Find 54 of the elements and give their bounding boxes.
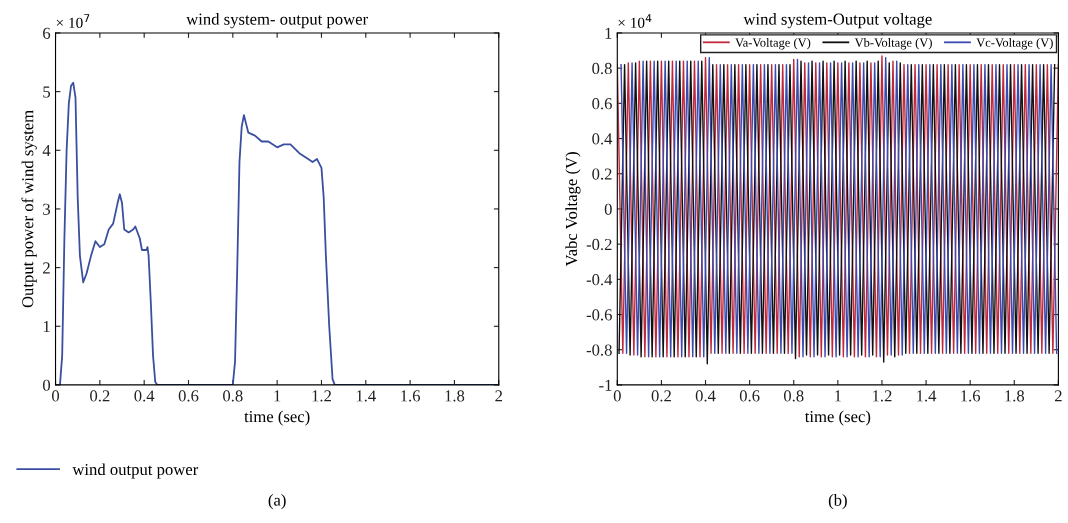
text: × 10$^{4}$ <box>618 14 652 28</box>
y-tick-label: 0.4 <box>592 133 613 145</box>
y-tick-label: 2 <box>43 262 50 274</box>
legend-label: Vb-Voltage (V) <box>854 38 932 50</box>
legend-label: wind output power <box>72 463 199 479</box>
y-tick-label: 6 <box>43 27 51 39</box>
x-tick-label: 0.6 <box>739 390 760 402</box>
y-tick-label: -0.2 <box>586 238 612 251</box>
x-tick-label: 2 <box>495 390 502 402</box>
y-tick-label: 0.6 <box>592 98 612 110</box>
chart-title: wind system- output power <box>186 13 368 29</box>
x-tick-label: 1.8 <box>1005 390 1025 402</box>
y-tick-label: 0 <box>604 203 612 215</box>
x-tick-label: 2 <box>1054 390 1062 402</box>
x-tick-label: 1.6 <box>961 390 981 402</box>
y-tick-label: -1 <box>599 379 612 391</box>
x-axis-title: time (sec) <box>244 410 310 426</box>
y-tick-label: -0.8 <box>586 344 612 356</box>
x-tick-label: 1.6 <box>401 390 421 402</box>
series-label: Vc-Voltage (V) <box>976 38 1053 50</box>
legend-label: Va-Voltage (V) <box>735 38 811 50</box>
chart-title: wind system-Output voltage <box>743 13 932 29</box>
y-tick-label: 0 <box>42 379 51 391</box>
text: (a) <box>268 494 286 510</box>
y-tick-label: 1 <box>43 321 50 333</box>
y-tick-label: -0.6 <box>586 309 612 321</box>
y-tick-label: 4 <box>42 145 51 157</box>
text: × 10$^{7}$ <box>56 14 90 28</box>
x-tick-label: 0.8 <box>783 390 804 402</box>
y-axis-title: Output power of wind system <box>21 110 37 308</box>
y-tick-label: 5 <box>43 86 51 98</box>
x-tick-label: 1.8 <box>445 390 465 402</box>
x-tick-label: 0 <box>52 390 60 402</box>
x-tick-label: 0.8 <box>223 390 243 402</box>
x-axis-title: time (sec) <box>804 410 871 426</box>
x-tick-label: 0 <box>613 390 621 402</box>
x-tick-label: 1.2 <box>312 390 331 402</box>
x-tick-label: 0.4 <box>134 390 155 402</box>
y-tick-label: 0.2 <box>592 168 612 180</box>
y-tick-label: -0.4 <box>586 274 613 286</box>
x-tick-label: 1 <box>835 390 842 402</box>
x-tick-label: 1.4 <box>356 390 376 402</box>
x-tick-label: 0.6 <box>178 390 199 402</box>
x-tick-label: 1.4 <box>917 390 937 402</box>
x-tick-label: 0.2 <box>90 390 110 402</box>
x-tick-label: 0.2 <box>651 390 671 402</box>
x-tick-label: 0.4 <box>695 390 716 402</box>
x-tick-label: 1.2 <box>873 390 892 402</box>
x-tick-label: 1 <box>274 390 281 402</box>
text: (b) <box>828 494 847 510</box>
y-tick-label: 0.8 <box>592 62 612 75</box>
y-axis-title: Vabc Voltage (V) <box>565 152 581 267</box>
y-tick-label: 3 <box>43 203 51 215</box>
y-tick-label: 1 <box>605 27 612 39</box>
